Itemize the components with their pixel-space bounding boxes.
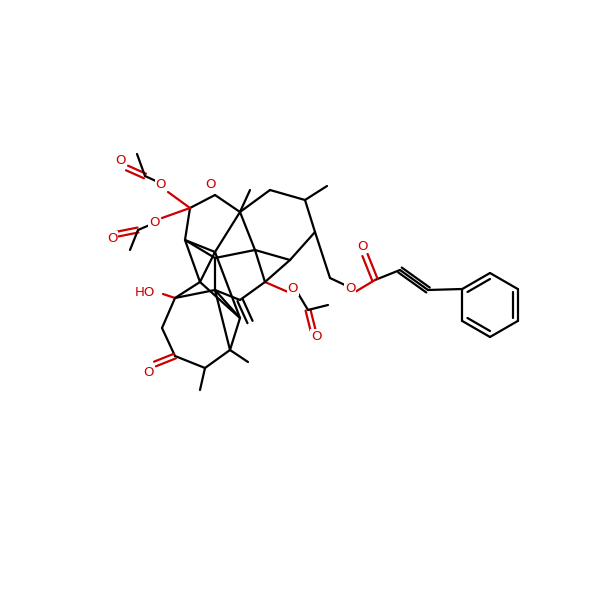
Text: O: O [144, 365, 154, 379]
Text: O: O [149, 215, 159, 229]
Text: O: O [116, 154, 126, 167]
Text: O: O [107, 232, 117, 245]
Text: HO: HO [134, 286, 155, 298]
Text: O: O [358, 239, 368, 253]
Text: O: O [288, 283, 298, 295]
Text: O: O [311, 329, 321, 343]
Text: O: O [205, 179, 215, 191]
Text: O: O [345, 281, 355, 295]
Text: O: O [156, 178, 166, 191]
